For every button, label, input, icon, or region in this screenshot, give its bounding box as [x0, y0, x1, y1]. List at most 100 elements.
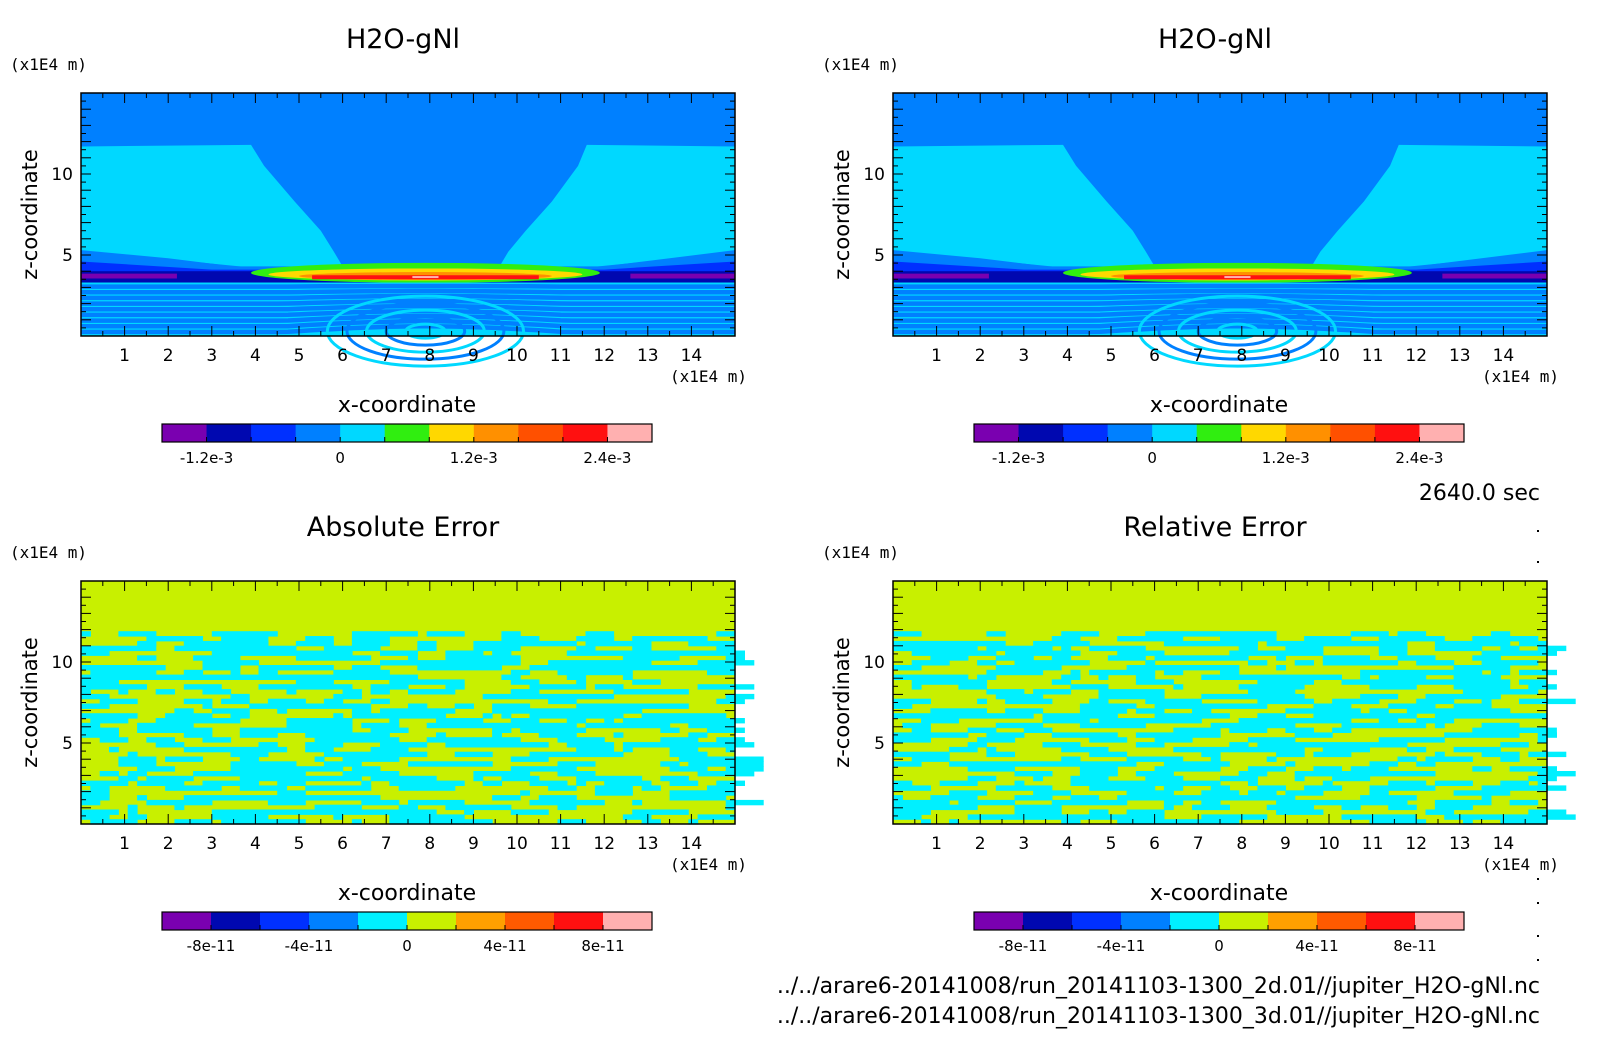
colorbar-segment: [407, 912, 457, 930]
colorbar-tick-label: 4e-11: [1295, 937, 1338, 955]
x-tick-label: 10: [506, 346, 528, 366]
colorbar-tick-label: -8e-11: [999, 937, 1048, 955]
y-tick-label: 5: [874, 246, 885, 266]
x-tick-label: 9: [468, 346, 479, 366]
x-tick-label: 6: [337, 346, 348, 366]
x-tick-label: 13: [1449, 834, 1471, 854]
colorbar-tick-label: -1.2e-3: [180, 449, 233, 467]
lower-stripes: [893, 282, 1547, 368]
colorbar-segment: [1152, 424, 1198, 442]
colorbar-segment: [1018, 424, 1064, 442]
colorbar: -8e-11 -4e-11 0 4e-11 8e-11: [973, 911, 1465, 955]
colorbar-tick-label: -8e-11: [187, 937, 236, 955]
x-tick-label: 6: [1149, 346, 1160, 366]
y-unit-label: (x1E4 m): [10, 543, 87, 562]
y-axis-label: z-coordinate: [830, 637, 854, 768]
x-tick-label: 8: [1236, 346, 1247, 366]
colorbar-tick-label: 0: [1147, 449, 1157, 467]
colorbar-segment: [211, 912, 261, 930]
y-tick-label: 10: [51, 165, 73, 185]
colorbar-segment: [1374, 424, 1420, 442]
x-unit-label: (x1E4 m): [670, 367, 747, 386]
y-tick-label: 10: [863, 653, 885, 673]
y-axis-label: z-coordinate: [830, 149, 854, 280]
contour-field: [893, 93, 1547, 368]
colorbar-segment: [603, 912, 653, 930]
x-axis-label: x-coordinate: [338, 881, 476, 906]
x-tick-label: 5: [1106, 834, 1117, 854]
error-field: [893, 581, 1576, 825]
x-tick-label: 13: [1449, 346, 1471, 366]
axis-ticks: [892, 92, 1548, 337]
colorbar: -8e-11 -4e-11 0 4e-11 8e-11: [161, 911, 653, 955]
x-axis-label: x-coordinate: [1150, 881, 1288, 906]
colorbar-tick-label: 4e-11: [483, 937, 526, 955]
colorbar-tick-label: 0: [1214, 937, 1224, 955]
error-field: [81, 581, 764, 825]
colorbar-segment: [429, 424, 475, 442]
x-tick-label: 10: [506, 834, 528, 854]
x-tick-label: 14: [681, 346, 703, 366]
colorbar-tick-label: 1.2e-3: [450, 449, 498, 467]
colorbar: -1.2e-3 0 1.2e-3 2.4e-3: [161, 423, 653, 467]
colorbar-segment: [1107, 424, 1153, 442]
chart-title: H2O-gNl: [1158, 24, 1272, 55]
y-tick-label: 10: [51, 653, 73, 673]
colorbar-segment: [1241, 424, 1287, 442]
colorbar-segment: [358, 912, 408, 930]
chart-title: Absolute Error: [307, 512, 500, 543]
y-axis-label: z-coordinate: [18, 637, 42, 768]
colorbar-segment: [505, 912, 555, 930]
x-tick-label: 4: [1062, 834, 1073, 854]
colorbar-segment: [1415, 912, 1465, 930]
colorbar-segment: [1268, 912, 1318, 930]
x-tick-label: 1: [931, 346, 942, 366]
x-tick-label: 9: [1280, 346, 1291, 366]
y-tick-label: 10: [863, 165, 885, 185]
x-tick-label: 4: [250, 834, 261, 854]
x-tick-label: 14: [681, 834, 703, 854]
colorbar-segment: [1170, 912, 1220, 930]
panel-bottom-right: Relative Error(x1E4 m)1 2 3 4 5 6 7 8 9 10 11 12 13 1…: [822, 512, 1576, 955]
chart-title: H2O-gNl: [346, 24, 460, 55]
x-tick-label: 3: [206, 346, 217, 366]
x-tick-label: 7: [1193, 834, 1204, 854]
x-tick-label: 8: [1236, 834, 1247, 854]
colorbar-segment: [1063, 424, 1109, 442]
colorbar-segment: [974, 424, 1020, 442]
x-tick-label: 9: [1280, 834, 1291, 854]
y-tick-label: 5: [62, 246, 73, 266]
colorbar-segment: [554, 912, 604, 930]
y-unit-label: (x1E4 m): [822, 543, 899, 562]
stray-dots: [1537, 530, 1539, 961]
colorbar-segment: [206, 424, 252, 442]
x-tick-label: 1: [119, 834, 130, 854]
colorbar-segment: [1196, 424, 1242, 442]
panel-top-left: H2O-gNl(x1E4 m)1 2 3 4 5 6 7 8 9 10 11 12 13 14510(x1…: [10, 24, 747, 467]
colorbar-segment: [309, 912, 359, 930]
x-tick-label: 4: [1062, 346, 1073, 366]
x-tick-label: 14: [1493, 346, 1515, 366]
time-label: 2640.0 sec: [1419, 481, 1540, 506]
colorbar-segment: [1317, 912, 1367, 930]
colorbar-segment: [1219, 912, 1269, 930]
x-tick-label: 3: [1018, 834, 1029, 854]
x-tick-label: 11: [550, 834, 572, 854]
x-tick-label: 2: [163, 834, 174, 854]
x-tick-label: 12: [593, 834, 615, 854]
colorbar-segment: [162, 912, 212, 930]
x-tick-label: 1: [931, 834, 942, 854]
cyan-region: [81, 144, 735, 267]
x-tick-label: 10: [1318, 834, 1340, 854]
colorbar-segment: [607, 424, 653, 442]
colorbar-segment: [456, 912, 506, 930]
colorbar: -1.2e-3 0 1.2e-3 2.4e-3: [973, 423, 1465, 467]
panel-bottom-left: Absolute Error(x1E4 m)1 2 3 4 5 6 7 8 9 10 11 12 13 1…: [10, 512, 764, 955]
x-axis-label: x-coordinate: [1150, 393, 1288, 418]
colorbar-segment: [1285, 424, 1331, 442]
colorbar-tick-label: 0: [402, 937, 412, 955]
x-tick-label: 11: [550, 346, 572, 366]
y-tick-label: 5: [874, 734, 885, 754]
colorbar-segment: [473, 424, 519, 442]
x-tick-label: 7: [381, 346, 392, 366]
